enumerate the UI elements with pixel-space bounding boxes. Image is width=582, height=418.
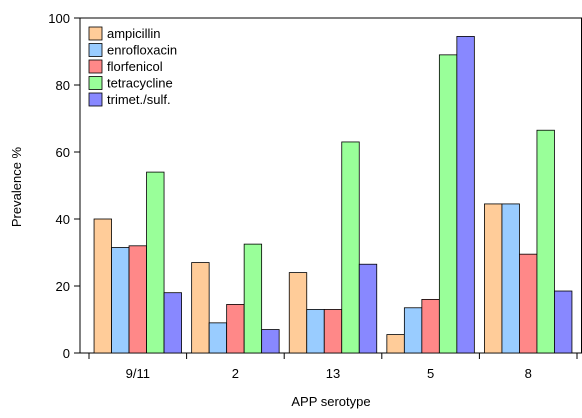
legend-swatch bbox=[88, 43, 103, 57]
bar-florfenicol-2 bbox=[226, 304, 245, 354]
bar-trimet-sulf--2 bbox=[261, 329, 280, 354]
legend-swatch bbox=[88, 76, 103, 90]
x-axis-title: APP serotype bbox=[291, 394, 370, 409]
bar-enrofloxacin-2 bbox=[208, 322, 228, 354]
bar-tetracycline-8 bbox=[536, 129, 555, 354]
y-tick-label: 0 bbox=[63, 346, 70, 361]
bar-ampicillin-8 bbox=[484, 203, 503, 354]
bar-florfenicol-13 bbox=[323, 309, 343, 354]
y-tick-label: 60 bbox=[56, 145, 70, 160]
bar-florfenicol-8 bbox=[519, 253, 538, 354]
bar-enrofloxacin-9-11 bbox=[111, 247, 130, 354]
bar-trimet-sulf--8 bbox=[554, 290, 573, 354]
bar-trimet-sulf--13 bbox=[358, 263, 378, 354]
bar-trimet-sulf--9-11 bbox=[163, 292, 182, 354]
bar-ampicillin-13 bbox=[288, 272, 308, 354]
x-tick-label: 8 bbox=[525, 366, 532, 381]
legend-label: ampicillin bbox=[107, 26, 160, 41]
bar-florfenicol-9-11 bbox=[128, 245, 147, 354]
legend-swatch bbox=[88, 92, 103, 107]
bar-tetracycline-5 bbox=[438, 54, 458, 354]
legend-label: trimet./sulf. bbox=[107, 92, 171, 107]
bar-trimet-sulf--5 bbox=[456, 36, 475, 354]
legend-label: tetracycline bbox=[107, 76, 173, 91]
y-tick-label: 100 bbox=[48, 11, 70, 26]
x-tick-label: 5 bbox=[427, 366, 434, 381]
y-tick-label: 20 bbox=[56, 279, 70, 294]
bars bbox=[93, 36, 573, 354]
y-tick-label: 80 bbox=[56, 78, 70, 93]
bar-florfenicol-5 bbox=[421, 298, 440, 354]
x-tick-label: 2 bbox=[232, 366, 239, 381]
legend-label: florfenicol bbox=[107, 59, 163, 74]
y-tick-label: 40 bbox=[56, 212, 70, 227]
legend-swatch bbox=[88, 59, 103, 74]
bar-enrofloxacin-5 bbox=[403, 307, 423, 354]
x-tick-label: 13 bbox=[326, 366, 340, 381]
x-tick-label: 9/11 bbox=[126, 366, 150, 381]
bar-enrofloxacin-8 bbox=[501, 203, 520, 354]
bar-ampicillin-9-11 bbox=[93, 218, 112, 354]
y-axis-title: Prevalence % bbox=[9, 146, 24, 227]
bar-ampicillin-5 bbox=[386, 334, 405, 354]
bar-enrofloxacin-13 bbox=[306, 309, 325, 354]
legend-label: enrofloxacin bbox=[107, 43, 177, 58]
bar-tetracycline-9-11 bbox=[146, 171, 165, 354]
bar-tetracycline-2 bbox=[243, 243, 263, 354]
bar-tetracycline-13 bbox=[341, 141, 360, 354]
legend-swatch bbox=[88, 26, 103, 41]
bar-ampicillin-2 bbox=[191, 262, 210, 354]
